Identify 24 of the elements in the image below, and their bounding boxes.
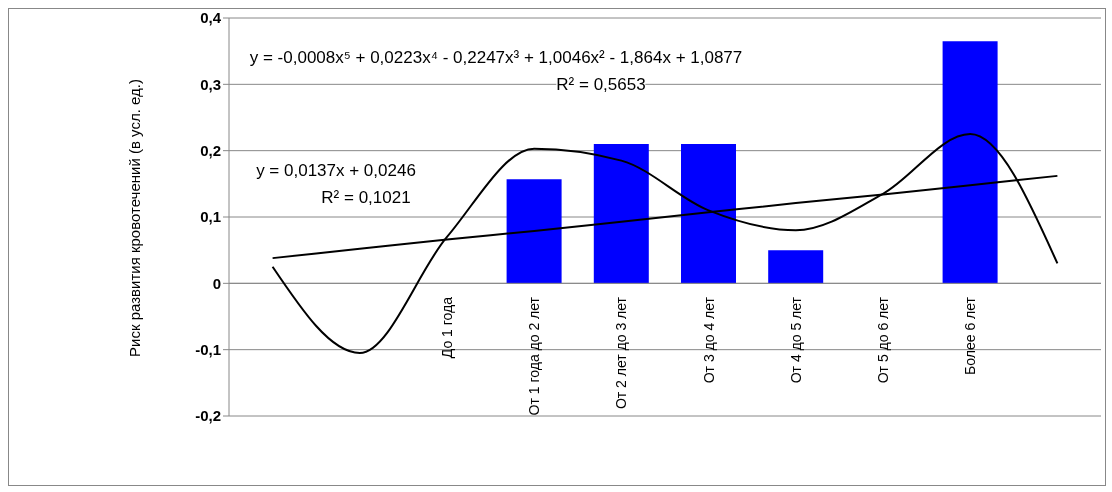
y-axis-title: Риск развития кровотечений (в усл. ед.) <box>125 78 143 357</box>
bar <box>681 144 736 284</box>
annotation: R² = 0,1021 <box>321 188 411 208</box>
bar <box>506 179 562 284</box>
bar <box>942 41 998 284</box>
x-tick-label: От 4 до 5 лет <box>787 296 804 384</box>
annotation: y = 0,0137x + 0,0246 <box>256 161 416 181</box>
y-tick-label: 0,4 <box>200 9 222 27</box>
y-tick-label: -0,2 <box>195 407 221 425</box>
bar <box>593 144 649 284</box>
bar <box>768 250 824 284</box>
x-tick-label: От 5 до 6 лет <box>875 296 891 384</box>
annotation: y = -0,0008x⁵ + 0,0223x⁴ - 0,2247x³ + 1,0046x² - 1,864x + 1,0877 <box>249 48 743 68</box>
y-tick-label: 0,2 <box>200 141 221 159</box>
x-tick-label: От 1 года до 2 лет <box>526 296 543 416</box>
y-tick-label: 0,1 <box>200 208 221 226</box>
y-tick-label: 0,3 <box>200 75 221 93</box>
y-tick-label: 0 <box>212 274 221 292</box>
annotation: R² = 0,5653 <box>556 75 646 95</box>
x-tick-label: От 2 лет до 3 лет <box>613 296 630 410</box>
y-tick-label: -0,1 <box>195 340 221 358</box>
x-tick-label: Более 6 лет <box>962 296 979 375</box>
x-tick-label: До 1 года <box>439 296 455 359</box>
x-tick-label: От 3 до 4 лет <box>700 296 717 384</box>
